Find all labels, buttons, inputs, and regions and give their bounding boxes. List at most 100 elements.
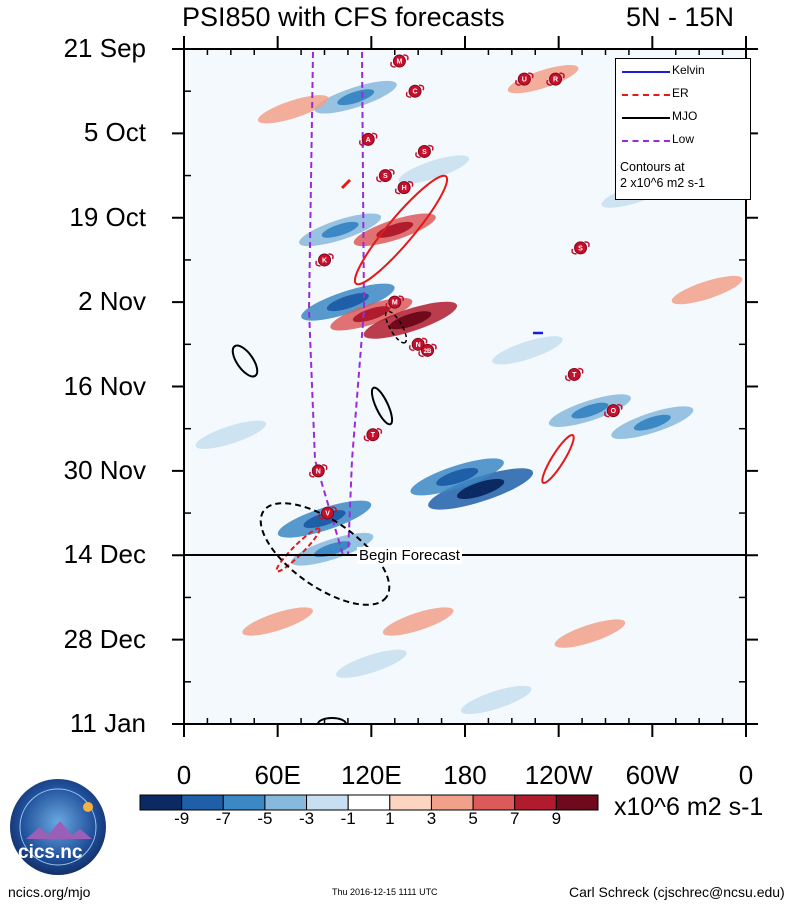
cics-logo[interactable]: [8, 777, 108, 877]
storm-marker-8: S: [571, 241, 590, 255]
storm-marker-17: V: [318, 506, 337, 520]
footer-author: Carl Schreck (cjschrec@ncsu.edu): [569, 884, 785, 900]
colorbar-units: x10^6 m2 s-1: [614, 793, 764, 821]
anomaly-blob-23: [398, 155, 470, 184]
anomaly-blob-14: [242, 607, 313, 636]
legend-item-kelvin: Kelvin: [616, 62, 750, 80]
storm-letter-2: R: [553, 77, 558, 84]
colorbar-level-5: 1: [385, 809, 395, 828]
legend-item-er: ER: [616, 85, 750, 103]
footer-timestamp: Thu 2016-12-15 1111 UTC: [332, 887, 438, 897]
colorbar-swatch-6: [389, 794, 432, 811]
colorbar-swatch-0: [139, 794, 183, 811]
x-tick-label-0: 0: [176, 760, 192, 790]
anomaly-core-8: [303, 510, 346, 529]
y-tick-label-5: 30 Nov: [63, 454, 146, 485]
footer-url[interactable]: ncics.org/mjo: [8, 884, 91, 900]
anomaly-core-9: [313, 541, 351, 558]
colorbar-level-3: -3: [298, 809, 315, 828]
storm-letter-11: N: [416, 342, 421, 349]
colorbar-swatch-4: [306, 794, 349, 811]
storm-letter-3: C: [413, 89, 418, 96]
anomaly-blob-13: [492, 336, 563, 365]
colorbar-swatch-3: [264, 794, 308, 811]
colorbar-level-9: 9: [551, 809, 562, 828]
colorbar-swatch-8: [472, 794, 516, 811]
legend-swatch-kelvin: [622, 71, 670, 73]
legend-label-er: ER: [672, 86, 689, 100]
storm-marker-7: H: [394, 180, 414, 195]
anomaly-core-2: [326, 293, 369, 312]
y-tick-label-7: 28 Dec: [63, 623, 146, 654]
storm-marker-4: A: [358, 132, 378, 147]
storm-letter-10: M: [392, 300, 398, 307]
storm-marker-9: K: [315, 253, 334, 267]
storm-letter-12: 2B: [424, 349, 432, 355]
storm-letter-13: T: [572, 372, 577, 379]
storm-marker-16: N: [309, 464, 328, 478]
storm-letter-7: H: [402, 185, 407, 192]
storm-marker-1: U: [515, 72, 534, 86]
y-tick-label-1: 5 Oct: [83, 117, 146, 148]
anomaly-blob-17: [336, 649, 407, 678]
er-contour-1: [353, 174, 449, 286]
storm-marker-2: R: [546, 72, 565, 86]
y-tick-label-3: 2 Nov: [78, 286, 146, 317]
colorbar-level-2: -5: [257, 809, 273, 828]
contour-note-line-1: Contours at: [620, 160, 685, 174]
anomaly-core-5: [376, 221, 414, 238]
colorbar-swatch-1: [181, 794, 224, 811]
region-label: 5N - 15N: [626, 2, 735, 32]
legend-label-kelvin: Kelvin: [672, 63, 705, 77]
colorbar-level-6: 3: [426, 809, 437, 828]
logo-text: cics.nc: [18, 842, 83, 863]
x-tick-label-2: 120E: [340, 760, 402, 790]
colorbar-level-1: -7: [215, 809, 231, 828]
colorbar-swatch-7: [430, 794, 474, 811]
begin-forecast-label: Begin Forecast: [357, 547, 462, 564]
er-contour-3: [275, 527, 321, 573]
y-tick-label-6: 14 Dec: [63, 539, 146, 570]
legend-item-mjo: MJO: [616, 108, 750, 126]
low-track-west: [307, 51, 344, 556]
storm-letter-5: S: [422, 149, 427, 156]
chart-title: PSI850 with CFS forecasts: [182, 2, 505, 32]
storm-marker-10: M: [385, 295, 404, 309]
anomaly-blob-16: [554, 619, 626, 648]
storm-marker-5: S: [415, 144, 434, 159]
anomaly-core-11: [633, 414, 671, 431]
anomaly-core-3: [352, 306, 390, 323]
mjo-contour-4: [259, 502, 391, 606]
storm-letter-4: A: [366, 137, 371, 144]
y-tick-label-4: 16 Nov: [63, 370, 146, 401]
anomaly-core-10: [571, 402, 609, 419]
anomaly-field: [195, 64, 743, 715]
storm-letter-0: M: [397, 59, 403, 66]
storm-letter-15: T: [371, 432, 376, 439]
storm-marker-12: 2B: [418, 343, 437, 358]
axis-ticks: [172, 36, 758, 737]
legend-label-mjo: MJO: [672, 109, 698, 123]
y-tick-label-2: 19 Oct: [69, 201, 146, 232]
legend: Kelvin ER MJO Low Contours at 2 x10^6 m2…: [615, 58, 751, 200]
mjo-contour-1: [231, 344, 259, 378]
y-tick-label-0: 21 Sep: [63, 33, 146, 63]
legend-item-low: Low: [616, 131, 750, 149]
legend-swatch-low: [622, 140, 670, 142]
legend-swatch-mjo: [622, 117, 670, 119]
legend-label-low: Low: [672, 132, 695, 146]
contour-note-line-2: 2 x10^6 m2 s-1: [620, 176, 706, 190]
colorbar-swatch-10: [555, 794, 599, 811]
mjo-contour-3: [384, 310, 408, 344]
storm-marker-14: O: [604, 403, 623, 418]
x-tick-label-1: 60E: [254, 760, 301, 790]
x-tick-label-4: 120W: [524, 760, 593, 790]
anomaly-core-1: [337, 89, 375, 106]
storm-letter-14: O: [611, 408, 617, 415]
anomaly-blob-18: [195, 420, 267, 449]
anomaly-blob-22: [671, 275, 743, 305]
colorbar-level-4: -1: [340, 809, 356, 828]
anomaly-blob-21: [257, 95, 329, 124]
colorbar-swatch-2: [222, 794, 266, 811]
